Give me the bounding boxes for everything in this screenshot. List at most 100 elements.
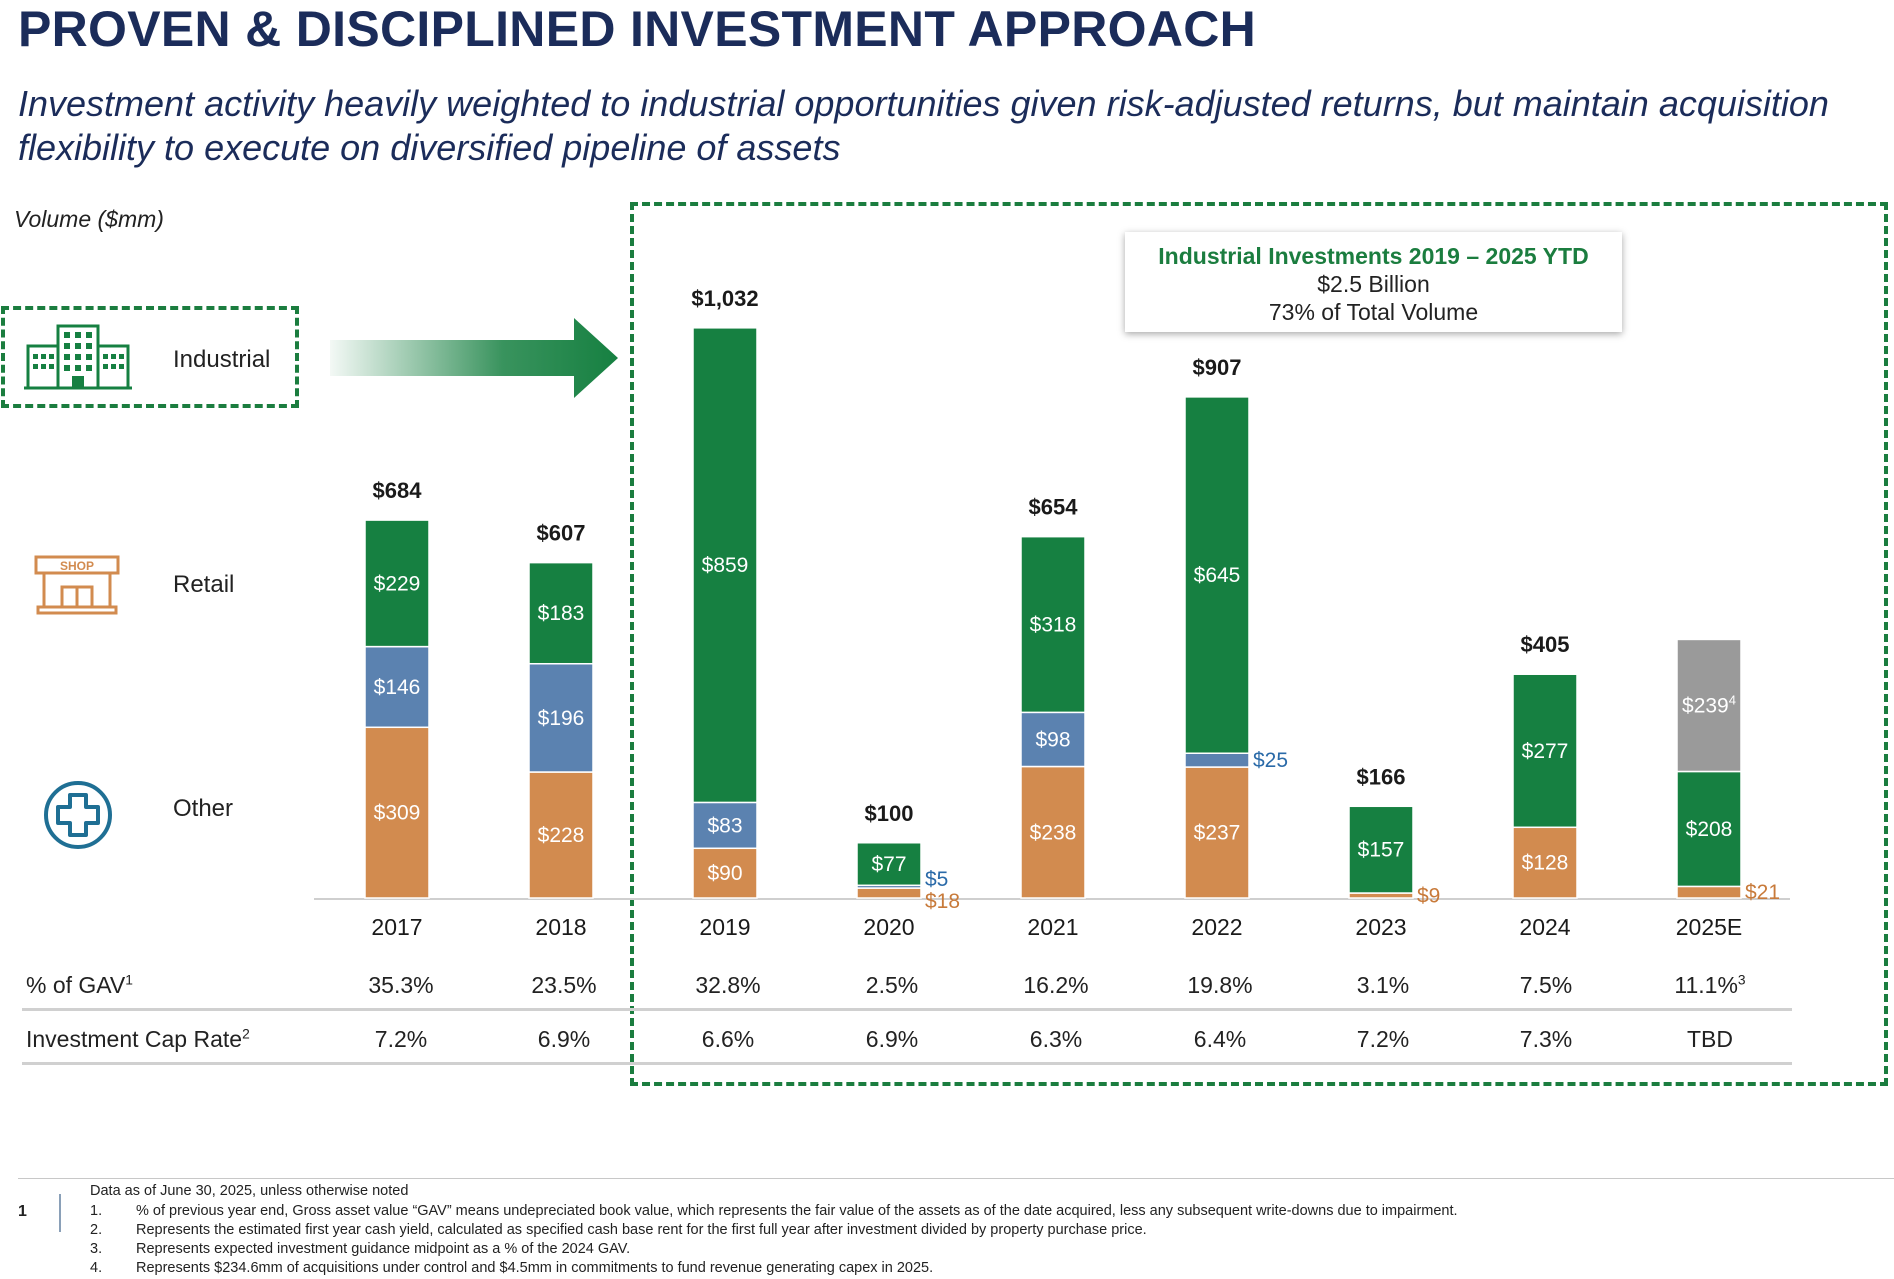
total-label-2018: $607 [537, 521, 586, 546]
bar-retail-2017 [364, 645, 430, 729]
bar-other-2025E [1676, 885, 1742, 899]
cap-divider [22, 1062, 1792, 1065]
bar-retail-2018 [528, 662, 594, 773]
office-building-icon [24, 324, 132, 390]
bar-retail-2019 [692, 801, 758, 850]
page-number-divider [59, 1194, 61, 1232]
cap-rate-value-2023: 7.2% [1356, 1026, 1410, 1052]
cap-rate-row-label: Investment Cap Rate2 [26, 1026, 250, 1053]
bar-retail-2022 [1184, 752, 1250, 768]
data-label-industrial-2017: $229 [374, 572, 421, 595]
data-label-industrial-2023: $157 [1358, 839, 1405, 862]
gav-label-text: % of GAV [26, 972, 126, 998]
total-label-2020: $100 [865, 801, 914, 826]
data-label-retail-2021: $98 [1035, 728, 1070, 751]
footnote-number: 1. [90, 1203, 103, 1219]
cap-rate-value-2017: 7.2% [374, 1026, 428, 1052]
gradient-arrow-icon [330, 318, 618, 398]
footnote-number: 3. [90, 1241, 103, 1257]
page-title: PROVEN & DISCIPLINED INVESTMENT APPROACH [18, 1, 1257, 57]
cap-rate-value-2024: 7.3% [1519, 1026, 1573, 1052]
x-tick-label-2024: 2024 [1519, 914, 1570, 940]
data-label-retail-2019: $83 [707, 814, 742, 837]
gav-value-2019: 32.8% [695, 972, 761, 998]
bar-industrial-2024 [1512, 673, 1578, 829]
bar-industrial-2017 [364, 519, 430, 648]
data-label-other-2025E: $21 [1745, 881, 1780, 904]
cap-rate-value-2022: 6.4% [1193, 1026, 1247, 1052]
gav-value-2025E: 11.1%3 [1674, 972, 1746, 998]
x-tick-label-2023: 2023 [1355, 914, 1406, 940]
data-label-industrial-2021: $318 [1030, 614, 1077, 637]
total-label-2017: $684 [373, 478, 423, 503]
legend-industrial-label: Industrial [173, 346, 271, 373]
medical-cross-icon [44, 781, 112, 849]
footnote-number: 4. [90, 1260, 103, 1276]
callout-share: 73% of Total Volume [1268, 299, 1479, 325]
bar-other-2022 [1184, 766, 1250, 899]
shop-sign-text: SHOP [60, 559, 94, 573]
bar-other-2021 [1020, 765, 1086, 899]
total-label-2019: $1,032 [691, 286, 758, 311]
page-subtitle: Investment activity heavily weighted to … [18, 83, 1829, 168]
data-label-other-2020: $18 [925, 890, 960, 913]
data-label-other-2021: $238 [1030, 821, 1077, 844]
y-axis-label: Volume ($mm) [14, 206, 164, 232]
total-label-2023: $166 [1357, 764, 1406, 789]
data-label-other-2023: $9 [1417, 885, 1440, 908]
industrial-legend-box [1, 306, 299, 408]
data-label-retail-2022: $25 [1253, 749, 1288, 772]
industrial-investments-callout: Industrial Investments 2019 – 2025 YTD $… [1125, 232, 1622, 332]
data-label-retail-2020: $5 [925, 868, 948, 891]
footnote-text: % of previous year end, Gross asset valu… [136, 1203, 1458, 1219]
legend-retail-label: Retail [173, 571, 235, 598]
page-number: 1 [18, 1203, 27, 1220]
data-label-other-2017: $309 [374, 802, 421, 825]
bar-pending-2025E [1676, 638, 1742, 773]
footer-rule [18, 1178, 1894, 1179]
cap-rate-value-2019: 6.6% [701, 1026, 755, 1052]
x-tick-label-2021: 2021 [1027, 914, 1078, 940]
cap-rate-value-2018: 6.9% [537, 1026, 591, 1052]
industrial-focus-region [630, 202, 1888, 1086]
total-label-2022: $907 [1193, 355, 1242, 380]
data-label-other-2018: $228 [538, 824, 585, 847]
bar-industrial-2021 [1020, 535, 1086, 714]
gav-value-2022: 19.8% [1187, 972, 1253, 998]
shop-storefront-icon: SHOP [34, 555, 120, 615]
bar-industrial-2020 [856, 842, 922, 887]
gav-value-2024: 7.5% [1519, 972, 1573, 998]
x-tick-label-2017: 2017 [371, 914, 422, 940]
footnote-number: 2. [90, 1222, 103, 1238]
cap-rate-value-2025E: TBD [1687, 1026, 1733, 1052]
bar-other-2018 [528, 771, 594, 899]
cap-label-text: Investment Cap Rate [26, 1026, 243, 1052]
data-label-other-2022: $237 [1194, 822, 1241, 845]
footnote-intro: Data as of June 30, 2025, unless otherwi… [90, 1183, 409, 1199]
bar-industrial-2019 [692, 327, 758, 804]
gav-row-label: % of GAV1 [26, 972, 133, 999]
bar-other-2019 [692, 847, 758, 899]
x-tick-label-2018: 2018 [535, 914, 586, 940]
legend-other-label: Other [173, 795, 234, 822]
footnote-text: Represents $234.6mm of acquisitions unde… [136, 1260, 934, 1276]
bar-industrial-2023 [1348, 805, 1414, 894]
cap-rate-value-2020: 6.9% [865, 1026, 919, 1052]
gav-value-footnote: 3 [1737, 972, 1746, 988]
x-tick-label-2022: 2022 [1191, 914, 1242, 940]
callout-title: Industrial Investments 2019 – 2025 YTD [1158, 243, 1589, 269]
bar-retail-2021 [1020, 711, 1086, 768]
bar-industrial-2022 [1184, 396, 1250, 754]
footnote-text: Represents expected investment guidance … [136, 1241, 631, 1257]
callout-amount: $2.5 Billion [1317, 271, 1430, 297]
x-tick-label-2020: 2020 [863, 914, 914, 940]
bar-industrial-2018 [528, 561, 594, 665]
gav-value-2018: 23.5% [531, 972, 597, 998]
data-label-industrial-2024: $277 [1522, 740, 1569, 763]
data-label-industrial-2025E: $208 [1686, 818, 1733, 841]
gav-value-2020: 2.5% [865, 972, 919, 998]
total-label-2024: $405 [1521, 632, 1570, 657]
x-tick-label-2019: 2019 [699, 914, 750, 940]
total-label-2021: $654 [1029, 495, 1079, 520]
cap-label-footnote: 2 [242, 1026, 250, 1042]
